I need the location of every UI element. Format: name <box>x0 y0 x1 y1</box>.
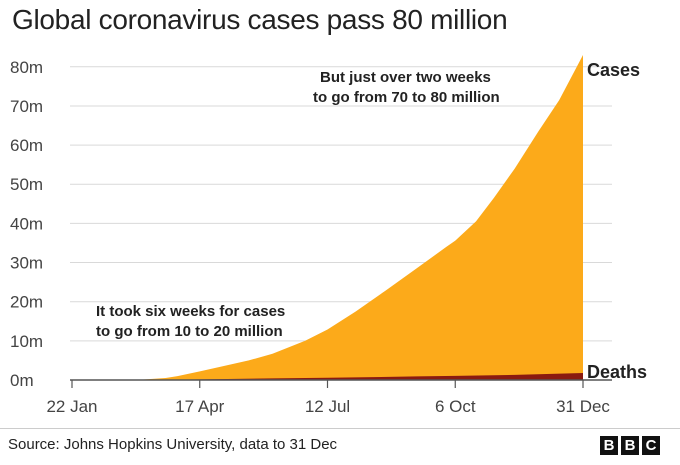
y-axis-ticks: 0m 10m 20m 30m 40m 50m 60m 70m 80m <box>10 58 43 390</box>
bbc-logo: B B C <box>600 436 660 455</box>
x-tick-label: 17 Apr <box>175 397 224 416</box>
cases-series-label: Cases <box>587 60 640 80</box>
annotation-two-weeks-line: But just over two weeks <box>320 69 491 86</box>
y-tick-label: 70m <box>10 97 43 116</box>
y-tick-label: 10m <box>10 332 43 351</box>
y-tick-label: 0m <box>10 371 34 390</box>
y-tick-label: 60m <box>10 136 43 155</box>
x-tick-label: 6 Oct <box>435 397 476 416</box>
x-tick-label: 31 Dec <box>556 397 610 416</box>
x-tick-label: 22 Jan <box>46 397 97 416</box>
deaths-series-label: Deaths <box>587 362 647 382</box>
deaths-area <box>72 373 583 380</box>
chart-title: Global coronavirus cases pass 80 million <box>12 4 508 35</box>
source-note: Source: Johns Hopkins University, data t… <box>8 436 338 453</box>
y-tick-label: 50m <box>10 175 43 194</box>
grid-lines <box>70 66 612 342</box>
annotation-six-weeks-line: It took six weeks for cases <box>96 303 285 320</box>
y-tick-label: 80m <box>10 58 43 77</box>
cases-area <box>72 55 583 380</box>
bbc-logo-letter: B <box>600 436 618 455</box>
y-tick-label: 20m <box>10 293 43 312</box>
footer-divider <box>0 428 680 429</box>
annotations: It took six weeks for cases to go from 10… <box>96 69 500 340</box>
x-tick-label: 12 Jul <box>305 397 350 416</box>
series-labels: Cases Deaths <box>587 60 647 382</box>
bbc-logo-letter: B <box>621 436 639 455</box>
annotation-six-weeks-line: to go from 10 to 20 million <box>96 323 283 340</box>
chart-canvas: 0m 10m 20m 30m 40m 50m 60m 70m 80m 22 Jan 17 Apr 1… <box>10 55 647 416</box>
y-tick-label: 40m <box>10 214 43 233</box>
annotation-two-weeks-line: to go from 70 to 80 million <box>313 89 500 106</box>
x-axis-ticks: 22 Jan 17 Apr 12 Jul 6 Oct 31 Dec <box>46 380 610 416</box>
bbc-logo-letter: C <box>642 436 660 455</box>
y-tick-label: 30m <box>10 254 43 273</box>
plot-areas <box>72 55 583 380</box>
